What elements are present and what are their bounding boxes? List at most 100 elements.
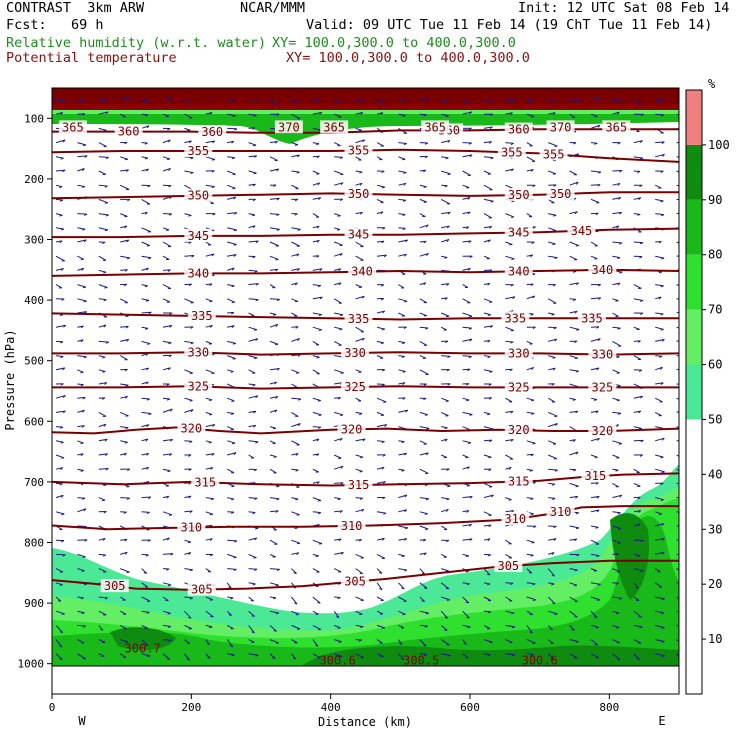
wind-vector-head bbox=[532, 184, 536, 188]
wind-vector bbox=[376, 511, 387, 514]
wind-vector-head bbox=[446, 369, 450, 372]
wind-vector-head bbox=[103, 271, 107, 274]
wind-vector-head bbox=[233, 229, 237, 232]
wind-vector bbox=[55, 213, 63, 216]
wind-vector bbox=[120, 325, 129, 328]
wind-vector bbox=[120, 395, 128, 399]
wind-vector bbox=[312, 111, 323, 115]
contour-label-bg bbox=[191, 475, 220, 489]
wind-vector-head bbox=[555, 423, 558, 427]
wind-vector-head bbox=[531, 367, 534, 371]
wind-vector bbox=[55, 610, 65, 615]
wind-vector bbox=[141, 466, 149, 470]
wind-vector-head bbox=[144, 212, 148, 215]
field1-name: Relative humidity (w.r.t. water) bbox=[6, 35, 267, 51]
wind-vector-head bbox=[426, 253, 429, 257]
wind-vector-head bbox=[358, 129, 362, 132]
wind-vector-head bbox=[468, 327, 472, 330]
wind-vector-head bbox=[529, 631, 533, 634]
wind-vector-head bbox=[317, 512, 322, 515]
wind-vector bbox=[398, 382, 405, 385]
wind-vector bbox=[227, 369, 234, 373]
wind-vector-head bbox=[274, 381, 277, 385]
wind-vector bbox=[77, 425, 85, 428]
wind-vector bbox=[55, 395, 66, 399]
wind-vector-head bbox=[359, 497, 363, 500]
wind-vector-head bbox=[82, 409, 85, 413]
wind-vector-head bbox=[490, 157, 494, 160]
wind-vector bbox=[569, 468, 577, 471]
contour-label: 335 bbox=[581, 311, 603, 325]
wind-vector bbox=[355, 156, 362, 161]
wind-vector-head bbox=[59, 314, 64, 317]
wind-vector bbox=[227, 426, 234, 430]
wind-vector-head bbox=[447, 485, 451, 488]
wind-vector-head bbox=[146, 467, 150, 470]
wind-vector-head bbox=[597, 171, 602, 174]
colorbar-bin-50 bbox=[686, 364, 702, 420]
wind-vector bbox=[398, 213, 406, 215]
wind-vector-head bbox=[231, 140, 235, 144]
wind-vector-head bbox=[575, 410, 579, 414]
wind-vector-head bbox=[658, 296, 662, 300]
wind-vector-head bbox=[276, 228, 280, 231]
wind-vector-head bbox=[147, 539, 151, 542]
wind-vector bbox=[227, 539, 237, 542]
wind-vector bbox=[55, 568, 64, 573]
wind-vector bbox=[676, 454, 679, 457]
wind-vector bbox=[355, 337, 365, 342]
wind-vector bbox=[526, 411, 535, 414]
wind-vector bbox=[291, 411, 299, 417]
wind-vector bbox=[141, 326, 149, 329]
wind-vector-head bbox=[403, 326, 407, 330]
wind-vector bbox=[633, 510, 641, 513]
wind-vector-head bbox=[318, 329, 322, 331]
wind-vector-head bbox=[209, 538, 213, 541]
wind-vector bbox=[462, 466, 470, 470]
wind-vector-head bbox=[81, 570, 85, 572]
wind-vector-head bbox=[80, 384, 84, 387]
wind-vector bbox=[654, 184, 662, 189]
wind-vector-head bbox=[405, 239, 409, 243]
wind-vector-head bbox=[127, 198, 131, 202]
wind-vector bbox=[120, 568, 130, 573]
wind-vector-head bbox=[575, 181, 579, 185]
rh-region-90 bbox=[110, 513, 679, 666]
contour-label: 310 bbox=[504, 512, 526, 526]
wind-vector bbox=[312, 481, 320, 484]
wind-vector bbox=[98, 284, 108, 288]
wind-vector bbox=[419, 440, 427, 445]
contour-label-bg bbox=[114, 124, 143, 138]
wind-vector-head bbox=[552, 367, 556, 371]
wind-vector bbox=[184, 113, 193, 119]
wind-vector bbox=[462, 111, 472, 115]
wind-vector bbox=[441, 397, 449, 402]
wind-vector bbox=[312, 397, 321, 401]
wind-vector-head bbox=[530, 313, 534, 316]
wind-vector-head bbox=[144, 114, 149, 117]
wind-vector-head bbox=[619, 597, 623, 600]
contour-label-bg bbox=[504, 264, 533, 278]
wind-vector bbox=[569, 326, 580, 330]
wind-vector bbox=[569, 170, 577, 176]
wind-vector-head bbox=[401, 356, 405, 359]
wind-vector-head bbox=[124, 538, 128, 542]
wind-vector bbox=[205, 424, 215, 428]
wind-vector bbox=[612, 596, 623, 599]
wind-vector-head bbox=[487, 340, 491, 343]
wind-vector bbox=[77, 284, 86, 288]
wind-vector bbox=[334, 396, 341, 399]
wind-vector-head bbox=[359, 470, 363, 473]
wind-vector bbox=[441, 238, 450, 243]
contour-label: 335 bbox=[348, 312, 370, 326]
wind-vector bbox=[334, 624, 341, 629]
wind-vector bbox=[376, 340, 384, 344]
wind-vector bbox=[269, 568, 280, 570]
wind-vector-head bbox=[489, 439, 493, 443]
wind-vector-head bbox=[82, 113, 86, 116]
wind-vector-head bbox=[444, 438, 448, 442]
wind-vector bbox=[590, 495, 600, 499]
wind-vector bbox=[441, 568, 449, 572]
wind-vector bbox=[483, 170, 491, 175]
wind-vector bbox=[548, 411, 558, 417]
